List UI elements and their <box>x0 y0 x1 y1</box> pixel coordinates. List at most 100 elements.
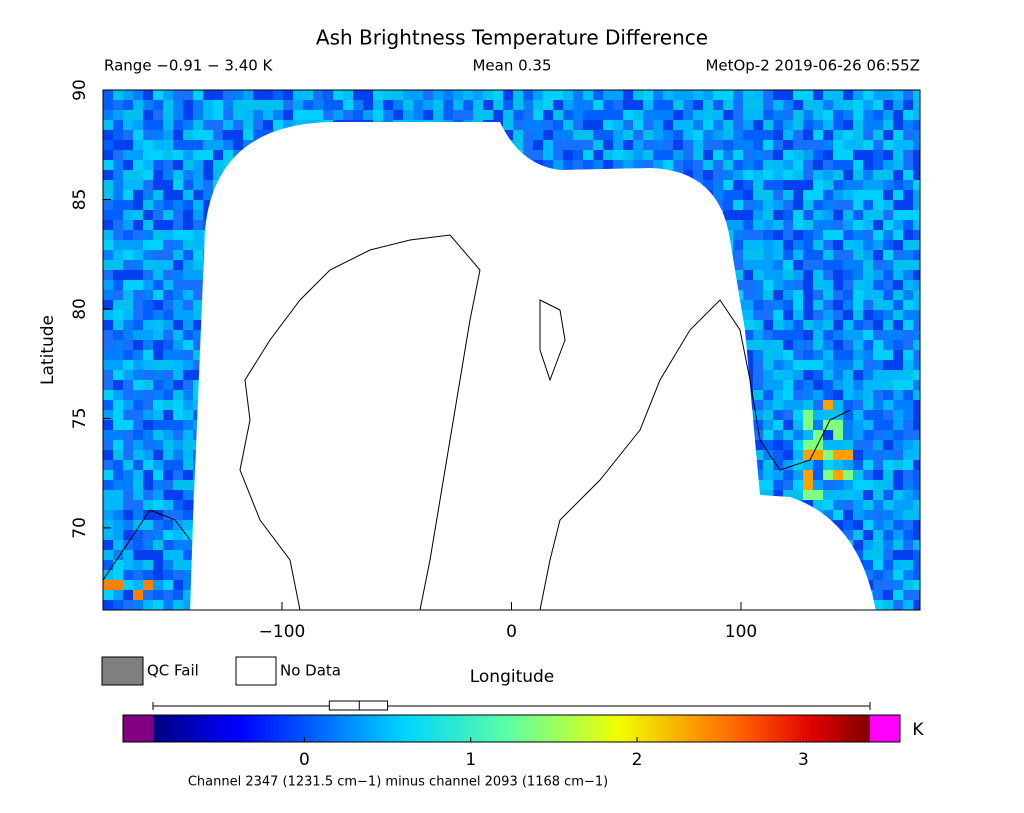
pixel <box>863 170 873 180</box>
pixel <box>893 350 903 360</box>
pixel <box>813 120 823 130</box>
pixel <box>173 110 183 120</box>
pixel <box>793 120 803 130</box>
pixel <box>523 110 533 120</box>
pixel <box>123 520 133 530</box>
pixel <box>113 120 123 130</box>
pixel <box>623 140 633 150</box>
pixel <box>143 210 153 220</box>
pixel <box>833 430 843 440</box>
pixel <box>173 330 183 340</box>
pixel <box>123 240 133 250</box>
pixel <box>823 390 833 400</box>
pixel <box>153 460 163 470</box>
pixel <box>103 340 113 350</box>
pixel <box>663 120 673 130</box>
pixel <box>533 130 543 140</box>
pixel <box>113 560 123 570</box>
pixel <box>783 480 793 490</box>
pixel <box>853 350 863 360</box>
pixel <box>133 140 143 150</box>
pixel <box>783 300 793 310</box>
pixel <box>783 240 793 250</box>
pixel <box>823 90 833 100</box>
pixel <box>183 380 193 390</box>
pixel <box>823 210 833 220</box>
pixel <box>893 110 903 120</box>
pixel <box>833 140 843 150</box>
pixel <box>283 110 293 120</box>
pixel <box>183 360 193 370</box>
pixel <box>833 210 843 220</box>
pixel <box>873 550 883 560</box>
pixel <box>103 250 113 260</box>
pixel <box>823 450 833 460</box>
pixel <box>853 150 863 160</box>
pixel <box>253 90 263 100</box>
pixel <box>653 130 663 140</box>
pixel <box>733 170 743 180</box>
pixel <box>343 110 353 120</box>
pixel <box>773 120 783 130</box>
pixel <box>843 510 853 520</box>
pixel <box>823 500 833 510</box>
pixel <box>883 270 893 280</box>
pixel <box>543 150 553 160</box>
pixel <box>153 250 163 260</box>
pixel <box>833 490 843 500</box>
pixel <box>823 360 833 370</box>
pixel <box>183 390 193 400</box>
pixel <box>813 420 823 430</box>
pixel <box>863 240 873 250</box>
pixel <box>143 400 153 410</box>
pixel <box>863 430 873 440</box>
pixel <box>143 530 153 540</box>
pixel <box>873 140 883 150</box>
pixel <box>493 100 503 110</box>
pixel <box>853 390 863 400</box>
pixel <box>113 430 123 440</box>
pixel <box>103 240 113 250</box>
pixel <box>133 470 143 480</box>
pixel <box>503 120 513 130</box>
pixel <box>223 130 233 140</box>
pixel <box>893 570 903 580</box>
pixel <box>683 130 693 140</box>
pixel <box>913 120 920 130</box>
colorbar-tick-label: 1 <box>465 750 476 770</box>
pixel <box>173 520 183 530</box>
pixel <box>893 530 903 540</box>
pixel <box>703 150 713 160</box>
pixel <box>753 320 763 330</box>
pixel <box>183 170 193 180</box>
pixel <box>233 130 243 140</box>
pixel <box>773 250 783 260</box>
pixel <box>103 110 113 120</box>
pixel <box>193 380 203 390</box>
pixel <box>733 100 743 110</box>
pixel <box>543 160 553 170</box>
pixel <box>133 440 143 450</box>
pixel <box>903 600 913 610</box>
pixel <box>863 340 873 350</box>
pixel <box>173 150 183 160</box>
pixel <box>633 130 643 140</box>
pixel <box>153 270 163 280</box>
pixel <box>193 230 203 240</box>
pixel <box>833 150 843 160</box>
pixel <box>103 410 113 420</box>
pixel <box>813 290 823 300</box>
pixel <box>803 410 813 420</box>
pixel <box>143 480 153 490</box>
pixel <box>113 310 123 320</box>
pixel <box>753 460 763 470</box>
pixel <box>723 160 733 170</box>
colorbar-unit: K <box>912 720 924 740</box>
pixel <box>233 140 243 150</box>
pixel <box>133 390 143 400</box>
pixel <box>793 360 803 370</box>
pixel <box>793 150 803 160</box>
pixel <box>913 170 920 180</box>
pixel <box>783 190 793 200</box>
pixel <box>843 490 853 500</box>
